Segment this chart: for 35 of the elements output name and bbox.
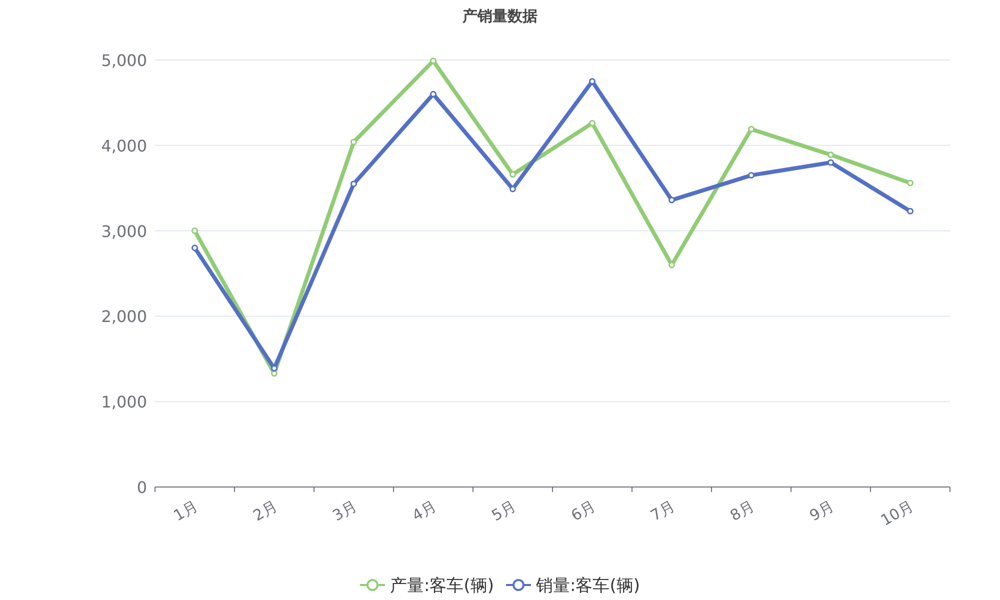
x-tick-label: 8月 — [726, 496, 758, 525]
point — [668, 196, 675, 204]
point — [907, 208, 914, 214]
y-tick-label: 1,000 — [101, 392, 147, 412]
x-tick-label: 6月 — [568, 496, 598, 525]
point — [350, 180, 357, 188]
point — [510, 171, 516, 178]
point — [748, 172, 754, 179]
point — [828, 152, 834, 158]
x-tick-label: 9月 — [806, 496, 837, 525]
y-tick-label: 0 — [136, 478, 147, 497]
point — [192, 244, 198, 252]
x-tick-label: 10月 — [878, 496, 916, 530]
point — [430, 58, 436, 64]
point — [828, 159, 834, 166]
y-tick-label: 5,000 — [101, 51, 147, 70]
point — [589, 120, 596, 126]
y-tick-label: 3,000 — [101, 222, 147, 241]
point — [430, 90, 436, 98]
legend-label: 销量:客车(辆) — [535, 576, 640, 596]
chart-title: 产销量数据 — [462, 7, 538, 25]
legend-label: 产量:客车(辆) — [390, 576, 494, 596]
x-tick-label: 7月 — [647, 496, 678, 525]
point — [510, 186, 516, 192]
y-tick-label: 4,000 — [101, 136, 147, 156]
y-tick-label: 2,000 — [101, 307, 147, 326]
point — [350, 138, 357, 146]
x-tick-label: 5月 — [488, 496, 519, 525]
x-tick-label: 3月 — [329, 496, 360, 525]
x-tick-label: 2月 — [250, 496, 280, 525]
x-tick-label: 1月 — [170, 496, 201, 525]
x-tick-label: 4月 — [408, 496, 440, 525]
point — [748, 126, 754, 132]
point — [192, 228, 198, 234]
point — [907, 180, 914, 186]
